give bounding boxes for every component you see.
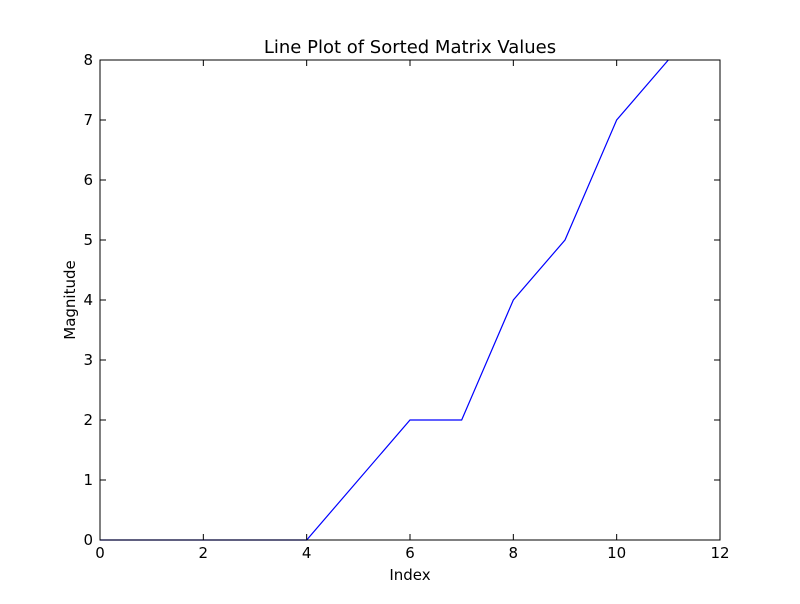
- y-tick-label: 5: [83, 231, 93, 249]
- y-tick-label: 8: [83, 51, 93, 69]
- y-tick-label: 4: [83, 291, 93, 309]
- x-axis-label: Index: [389, 566, 430, 584]
- y-tick-label: 6: [83, 171, 93, 189]
- x-tick-label: 0: [95, 544, 105, 562]
- y-tick-label: 1: [83, 471, 93, 489]
- y-tick-label: 3: [83, 351, 93, 369]
- plot-frame: [99, 59, 721, 541]
- series-line-0: [100, 59, 669, 541]
- x-tick-label: 8: [509, 544, 519, 562]
- x-tick-label: 10: [607, 544, 626, 562]
- x-tick-label: 6: [405, 544, 415, 562]
- x-tick-label: 12: [710, 544, 729, 562]
- y-tick-label: 2: [83, 411, 93, 429]
- y-axis-label: Magnitude: [61, 260, 79, 339]
- chart-title: Line Plot of Sorted Matrix Values: [264, 37, 556, 58]
- y-tick-label: 7: [83, 111, 93, 129]
- x-tick-label: 2: [199, 544, 209, 562]
- x-tick-label: 4: [302, 544, 312, 562]
- y-tick-label: 0: [83, 531, 93, 549]
